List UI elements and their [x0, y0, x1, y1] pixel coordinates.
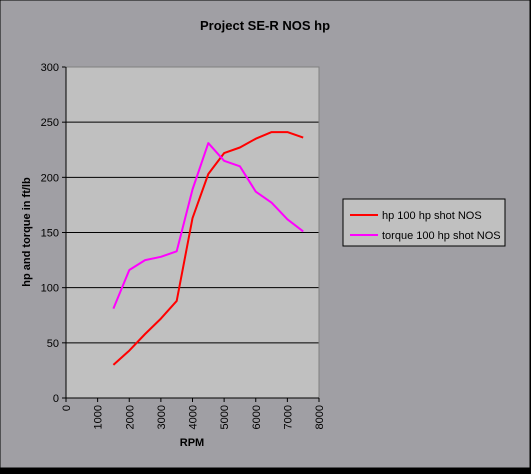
series-line-hp [112, 131, 304, 366]
y-tick-label: 100 [41, 283, 59, 295]
y-tick-label: 300 [41, 62, 59, 74]
x-axis-title: RPM [180, 437, 204, 449]
x-tick-label: 7000 [282, 405, 294, 429]
legend-label-torque: torque 100 hp shot NOS [382, 230, 501, 242]
y-axis-title: hp and torque in ft/lb [21, 177, 33, 287]
y-tick-label: 0 [53, 393, 59, 405]
legend-label-hp: hp 100 hp shot NOS [382, 210, 482, 222]
x-tick-label: 4000 [188, 405, 200, 429]
x-tick-label: 8000 [314, 405, 326, 429]
x-tick-label: 2000 [124, 405, 136, 429]
y-tick-label: 200 [41, 172, 59, 184]
y-tick-label: 250 [41, 117, 59, 129]
y-tick-label: 150 [41, 228, 59, 240]
x-tick-label: 6000 [251, 405, 263, 429]
chart-title: Project SE-R NOS hp [200, 18, 330, 33]
series-line-torque [112, 142, 304, 309]
x-tick-label: 0 [61, 405, 73, 411]
legend-box [342, 198, 506, 247]
legend: hp 100 hp shot NOS torque 100 hp shot NO… [342, 198, 506, 247]
x-tick-label: 3000 [156, 405, 168, 429]
y-tick-label: 50 [47, 338, 59, 350]
x-tick-label: 5000 [219, 405, 231, 429]
x-tick-label: 1000 [93, 405, 105, 429]
